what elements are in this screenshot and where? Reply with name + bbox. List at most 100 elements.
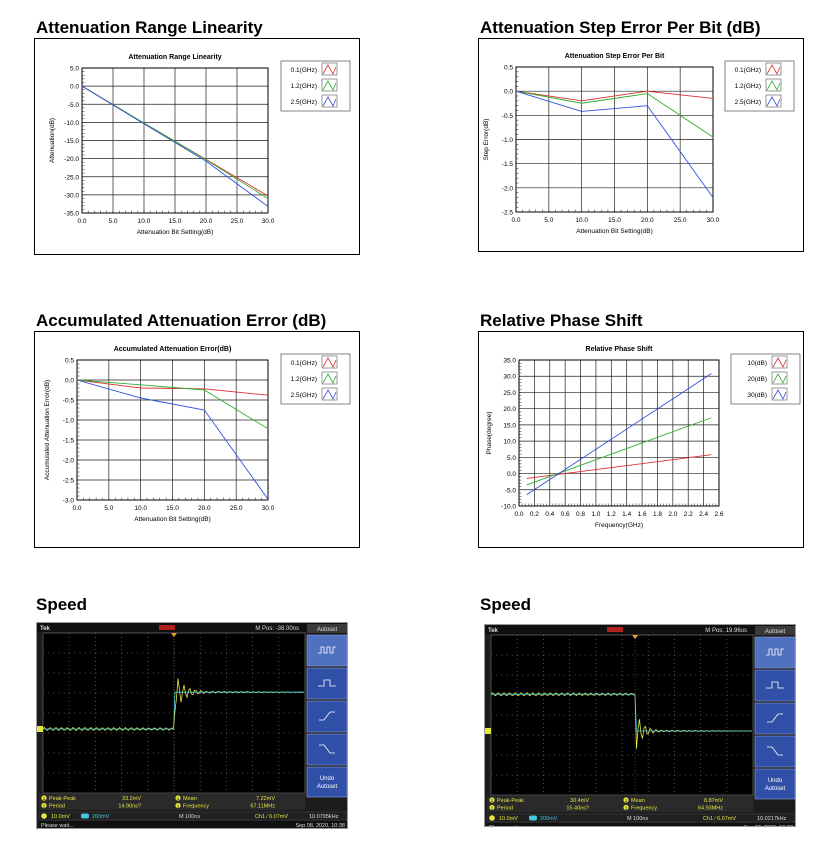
graticule-dot xyxy=(278,652,280,654)
graticule-dot xyxy=(684,774,686,776)
graticule-dot xyxy=(121,761,122,762)
graticule-dot xyxy=(163,772,165,774)
trigger-marker xyxy=(171,633,177,637)
graticule-dot xyxy=(199,665,201,666)
y-tick-label: -1.0 xyxy=(63,418,75,425)
graticule-dot xyxy=(199,733,201,734)
legend-box xyxy=(730,353,801,405)
x-tick-label: 25.0 xyxy=(674,217,687,224)
graticule-dot xyxy=(674,787,675,788)
graticule-dot xyxy=(517,714,518,716)
graticule-dot xyxy=(199,633,201,634)
graticule-dot xyxy=(501,754,503,756)
channel1-scale: 10.0mV xyxy=(51,814,70,820)
graticule-dot xyxy=(496,754,498,756)
graticule-dot xyxy=(658,754,660,756)
graticule-dot xyxy=(158,672,160,674)
graticule-dot xyxy=(231,752,233,754)
graticule-dot xyxy=(621,699,623,700)
graticule-dot xyxy=(543,675,544,676)
graticule-dot xyxy=(522,754,524,756)
graticule-dot xyxy=(726,663,728,664)
graticule-dot xyxy=(690,754,691,756)
graticule-dot xyxy=(147,765,149,766)
graticule-dot xyxy=(559,654,560,656)
graticule-dot xyxy=(516,639,518,640)
graticule-dot xyxy=(252,692,254,694)
graticule-dot xyxy=(173,761,175,762)
graticule-dot xyxy=(48,732,50,734)
graticule-dot xyxy=(68,745,70,746)
y-tick-label: -10.0 xyxy=(501,504,516,511)
graticule-dot xyxy=(63,772,65,774)
graticule-dot xyxy=(647,699,649,700)
graticule-dot xyxy=(742,654,744,656)
graticule-dot xyxy=(601,694,602,696)
graticule-dot xyxy=(621,731,623,732)
y-tick-label: 30.0 xyxy=(503,374,516,381)
graticule-dot xyxy=(742,734,744,736)
graticule-dot xyxy=(621,643,623,644)
graticule-dot xyxy=(684,674,686,676)
autoset-option-button xyxy=(306,667,347,700)
trigger-setting: Ch1 ∕ 6.07mV xyxy=(255,814,288,820)
graticule-dot xyxy=(284,732,285,734)
graticule-dot xyxy=(716,694,718,696)
graticule-dot xyxy=(595,691,597,692)
graticule-dot xyxy=(100,772,102,774)
graticule-dot xyxy=(200,672,201,674)
graticule-dot xyxy=(263,732,264,734)
graticule-dot xyxy=(252,712,254,714)
scope-run-indicator xyxy=(607,627,623,632)
graticule-dot xyxy=(226,693,227,694)
graticule-dot xyxy=(543,747,544,748)
graticule-dot xyxy=(226,765,227,766)
graticule-dot xyxy=(252,672,254,674)
graticule-dot xyxy=(647,751,649,752)
series-line-2 xyxy=(76,379,269,500)
graticule-dot xyxy=(121,705,122,706)
graticule-dot xyxy=(68,649,70,650)
graticule-dot xyxy=(653,714,655,716)
status-message: Please wait... xyxy=(41,823,74,829)
graticule-dot xyxy=(278,665,280,666)
graticule-dot xyxy=(200,652,201,654)
graticule-dot xyxy=(658,694,660,696)
graticule-dot xyxy=(590,654,592,656)
graticule-dot xyxy=(48,692,50,694)
graticule-dot xyxy=(137,752,139,754)
graticule-dot xyxy=(126,732,128,734)
graticule-dot xyxy=(226,705,227,706)
x-tick-label: 0.0 xyxy=(77,218,86,225)
y-tick-label: 0.5 xyxy=(504,65,513,72)
chart-accumulated-error: Accumulated Attenuation Error(dB)0.0 5.0 1… xyxy=(44,346,351,523)
graticule-dot xyxy=(210,752,212,754)
graticule-dot xyxy=(516,723,518,724)
measurement-channel-number: 1 xyxy=(43,796,46,801)
graticule-dot xyxy=(517,754,518,756)
graticule-dot xyxy=(278,633,280,634)
graticule-dot xyxy=(700,735,701,736)
graticule-dot xyxy=(516,763,518,764)
legend-label: 1.2(GHz) xyxy=(291,376,317,383)
graticule-dot xyxy=(163,712,165,714)
graticule-dot xyxy=(231,672,233,674)
graticule-dot xyxy=(543,639,544,640)
y-tick-label: 0.0 xyxy=(507,471,516,478)
graticule-dot xyxy=(747,774,749,776)
graticule-dot xyxy=(147,752,149,754)
graticule-dot xyxy=(116,712,118,714)
graticule-dot xyxy=(606,734,608,736)
graticule-dot xyxy=(95,732,97,734)
graticule-dot xyxy=(68,693,70,694)
measurement-channel-number: 1 xyxy=(177,796,180,801)
graticule-dot xyxy=(622,754,623,756)
graticule-dot xyxy=(226,777,227,778)
graticule-dot xyxy=(674,723,675,724)
graticule-dot xyxy=(647,731,649,732)
graticule-dot xyxy=(595,659,597,660)
graticule-dot xyxy=(711,774,712,776)
graticule-dot xyxy=(569,734,571,736)
graticule-dot xyxy=(284,652,285,654)
graticule-dot xyxy=(553,774,555,776)
